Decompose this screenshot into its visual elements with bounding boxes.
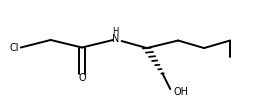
Text: Cl: Cl: [10, 43, 19, 53]
Text: N: N: [112, 34, 119, 44]
Text: H: H: [112, 27, 119, 36]
Text: O: O: [78, 73, 86, 83]
Text: OH: OH: [174, 87, 189, 97]
